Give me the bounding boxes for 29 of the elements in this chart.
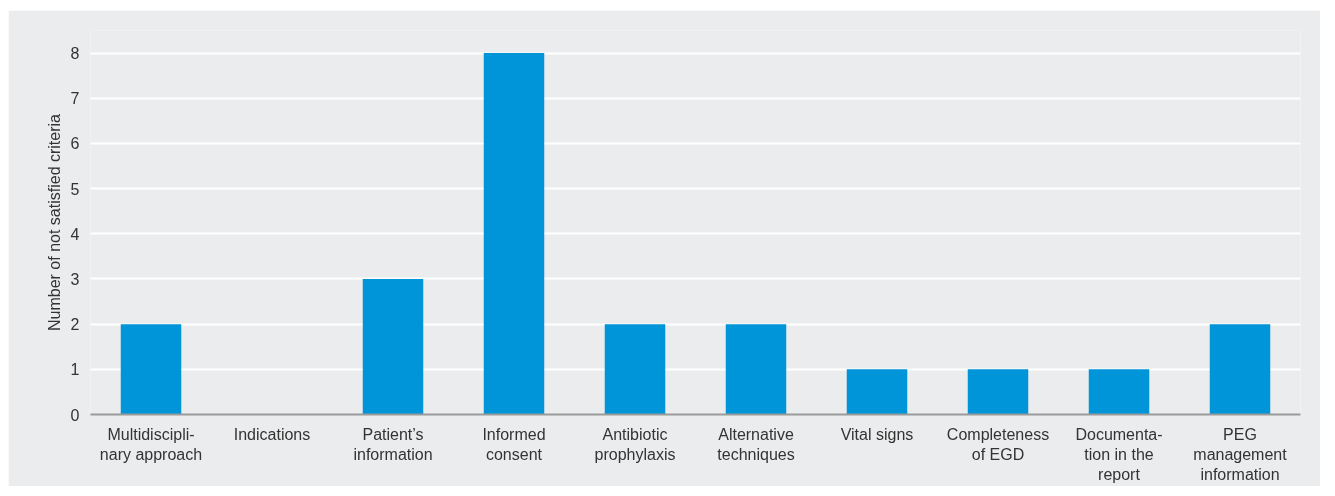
y-tick-label: 8 <box>70 45 80 63</box>
y-axis-title: Number of not satisfied criteria <box>45 113 63 331</box>
bar <box>604 324 666 415</box>
x-tick-label: Vital signs <box>840 425 914 443</box>
bar <box>120 324 182 415</box>
y-tick-label: 6 <box>70 135 80 153</box>
y-tick-label: 1 <box>70 361 80 379</box>
y-tick-label: 0 <box>70 406 80 424</box>
x-tick-label: PEG management information <box>1193 425 1288 484</box>
bar <box>725 324 787 415</box>
y-tick-label: 5 <box>70 180 80 198</box>
y-tick-label: 3 <box>70 270 80 288</box>
bar <box>967 369 1029 415</box>
x-tick-label: Multidiscipli- nary approach <box>99 425 203 463</box>
bar <box>483 53 545 415</box>
bar <box>846 369 908 415</box>
bar <box>1209 324 1271 415</box>
bar <box>362 278 424 415</box>
bar <box>1088 369 1150 415</box>
x-tick-label: Completeness of EGD <box>946 425 1050 463</box>
x-tick-label: Documenta- tion in the report <box>1075 425 1163 484</box>
x-tick-label: Informed consent <box>482 425 546 463</box>
x-tick-label: Patient’s information <box>353 425 433 463</box>
x-tick-label: Antibiotic prophylaxis <box>594 425 676 463</box>
x-tick-label: Indications <box>233 425 311 443</box>
y-tick-label: 4 <box>70 225 80 243</box>
y-tick-label: 7 <box>70 90 80 108</box>
y-tick-label: 2 <box>70 316 80 334</box>
x-tick-label: Alternative techniques <box>717 425 795 463</box>
